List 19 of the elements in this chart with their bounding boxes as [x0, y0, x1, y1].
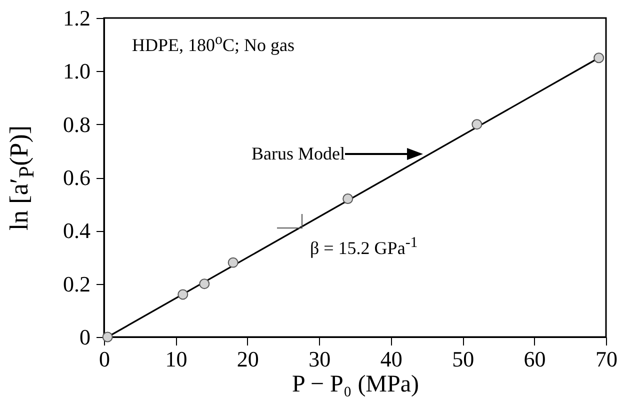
x-axis-title: P − P₀ (MPa) [292, 372, 420, 398]
y-tick-label: 1.2 [63, 6, 90, 30]
x-tick-label: 0 [99, 346, 110, 372]
y-tick-label: 0.2 [63, 271, 90, 296]
annotation: Barus Model [252, 144, 345, 164]
y-tick-label: 0.6 [63, 165, 90, 190]
x-tick-label: 30 [308, 346, 331, 372]
x-tick-label: 60 [524, 346, 546, 372]
y-tick-label: 0 [80, 324, 90, 350]
x-tick-label: 70 [596, 346, 618, 372]
x-tick-label: 20 [236, 346, 259, 372]
y-tick-label: 0.8 [63, 112, 90, 137]
x-tick-label: 10 [165, 346, 188, 372]
x-tick-label: 40 [380, 346, 402, 372]
y-tick-label: 1.0 [63, 58, 90, 84]
annotation: HDPE, 180$^{o}$C; No gas [132, 32, 295, 56]
annotation: β = 15.2 GPa$^{-1}$ [310, 235, 418, 259]
y-tick-label: 0.4 [63, 218, 90, 244]
x-tick-label: 50 [452, 346, 474, 372]
